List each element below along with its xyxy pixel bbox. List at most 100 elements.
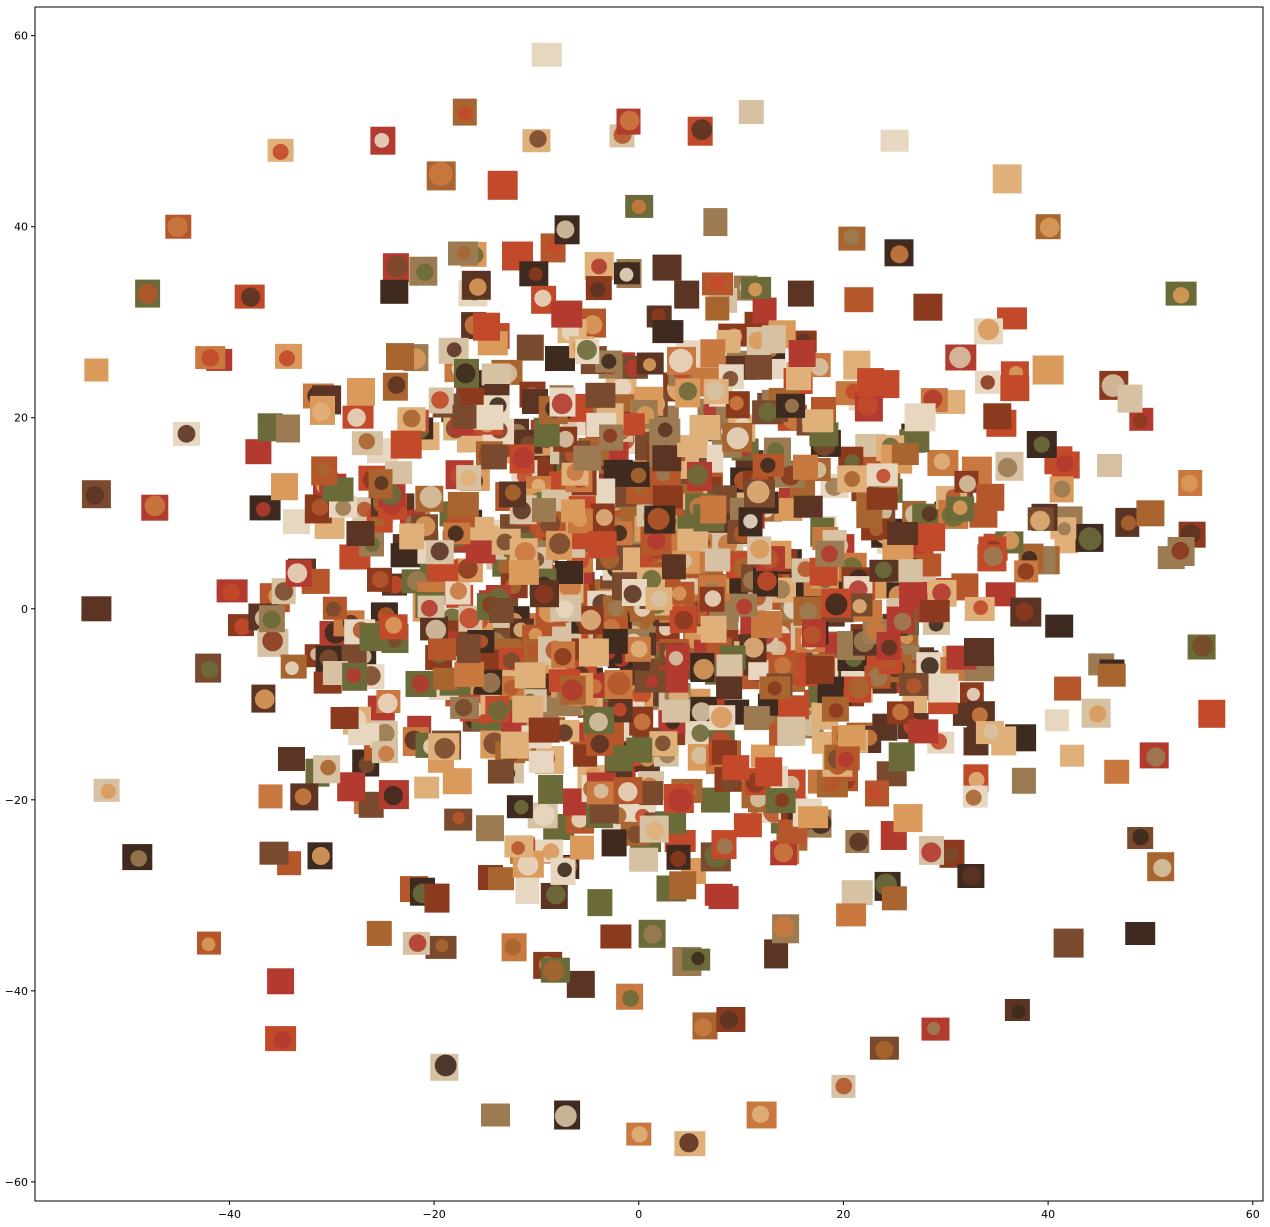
x-tick-label: 40 <box>1041 1208 1055 1221</box>
y-tick-label: −20 <box>5 794 28 807</box>
image-thumbnail <box>382 253 409 283</box>
image-thumbnail <box>666 581 695 605</box>
image-thumbnail <box>677 435 708 458</box>
image-thumbnail <box>888 742 915 772</box>
image-thumbnail <box>452 98 477 126</box>
image-thumbnail <box>624 461 651 487</box>
image-thumbnail <box>1014 560 1039 583</box>
image-thumbnail <box>700 495 727 524</box>
thumbnail-layer <box>81 42 1226 1157</box>
image-thumbnail <box>487 759 514 784</box>
image-thumbnail <box>661 699 690 723</box>
image-thumbnail <box>652 254 682 281</box>
image-thumbnail <box>425 935 457 959</box>
image-thumbnail <box>519 261 549 287</box>
image-thumbnail <box>307 842 333 870</box>
image-thumbnail <box>625 194 654 218</box>
image-thumbnail <box>570 835 594 860</box>
image-thumbnail <box>1097 454 1122 477</box>
image-thumbnail <box>1127 827 1154 849</box>
y-tick-label: 20 <box>14 412 28 425</box>
image-thumbnail <box>699 586 725 612</box>
image-thumbnail <box>587 889 613 917</box>
image-thumbnail <box>666 844 691 870</box>
image-thumbnail <box>703 208 728 237</box>
image-thumbnail <box>787 280 814 307</box>
image-thumbnail <box>499 481 527 508</box>
image-thumbnail <box>554 215 580 245</box>
image-thumbnail <box>443 522 471 545</box>
image-thumbnail <box>578 606 604 634</box>
image-thumbnail <box>899 672 931 696</box>
image-thumbnail <box>836 903 867 927</box>
image-thumbnail <box>310 395 335 425</box>
image-thumbnail <box>1104 759 1130 784</box>
image-thumbnail <box>1000 375 1030 402</box>
image-thumbnail <box>602 595 627 618</box>
image-thumbnail <box>711 830 737 860</box>
image-thumbnail <box>595 350 623 373</box>
image-thumbnail <box>456 634 481 664</box>
image-thumbnail <box>844 287 874 313</box>
image-thumbnail <box>560 675 586 705</box>
image-thumbnail <box>687 116 713 146</box>
image-thumbnail <box>1147 852 1175 882</box>
image-thumbnail <box>347 378 375 406</box>
image-thumbnail <box>913 293 943 321</box>
image-thumbnail <box>669 605 697 633</box>
image-thumbnail <box>977 544 1007 572</box>
image-thumbnail <box>869 559 899 582</box>
image-thumbnail <box>551 641 576 669</box>
image-thumbnail <box>538 774 564 804</box>
image-thumbnail <box>725 391 750 419</box>
image-thumbnail <box>475 669 503 695</box>
image-thumbnail <box>546 530 572 560</box>
image-thumbnail <box>487 170 518 200</box>
image-thumbnail <box>880 129 909 152</box>
image-thumbnail <box>442 768 472 795</box>
y-tick-label: −40 <box>5 985 28 998</box>
image-thumbnail <box>957 864 985 888</box>
image-thumbnail <box>382 372 408 401</box>
image-thumbnail <box>777 716 806 746</box>
image-thumbnail <box>251 684 276 713</box>
image-thumbnail <box>346 521 375 546</box>
image-thumbnail <box>415 485 444 512</box>
image-thumbnail <box>963 764 989 793</box>
image-thumbnail <box>122 844 153 871</box>
image-thumbnail <box>1097 663 1126 687</box>
image-thumbnail <box>271 473 298 501</box>
image-thumbnail <box>983 403 1012 430</box>
image-thumbnail <box>1027 507 1054 531</box>
image-thumbnail <box>531 42 562 67</box>
image-thumbnail <box>378 780 409 810</box>
image-thumbnail <box>1060 744 1085 767</box>
image-thumbnail <box>741 276 772 299</box>
image-thumbnail <box>549 387 576 417</box>
image-thumbnail <box>195 346 226 370</box>
image-thumbnail <box>649 418 681 443</box>
image-thumbnail <box>841 880 873 906</box>
image-thumbnail <box>1049 476 1074 503</box>
image-thumbnail <box>876 631 901 660</box>
image-thumbnail <box>573 445 602 471</box>
image-thumbnail <box>583 706 615 734</box>
image-thumbnail <box>619 413 645 436</box>
image-thumbnail <box>865 780 889 807</box>
image-thumbnail <box>280 654 307 679</box>
image-thumbnail <box>793 454 818 480</box>
image-thumbnail <box>1044 709 1069 732</box>
image-thumbnail <box>685 721 712 745</box>
image-thumbnail <box>390 430 422 459</box>
y-tick-label: −60 <box>5 1176 28 1189</box>
image-thumbnail <box>430 1053 459 1081</box>
image-thumbnail <box>738 507 763 537</box>
image-thumbnail <box>501 933 527 962</box>
image-thumbnail <box>500 731 529 759</box>
image-thumbnail <box>473 404 504 430</box>
image-thumbnail <box>805 656 834 685</box>
image-thumbnail <box>485 696 510 722</box>
image-thumbnail <box>135 279 161 308</box>
image-thumbnail <box>636 352 664 375</box>
image-thumbnail <box>616 983 644 1010</box>
